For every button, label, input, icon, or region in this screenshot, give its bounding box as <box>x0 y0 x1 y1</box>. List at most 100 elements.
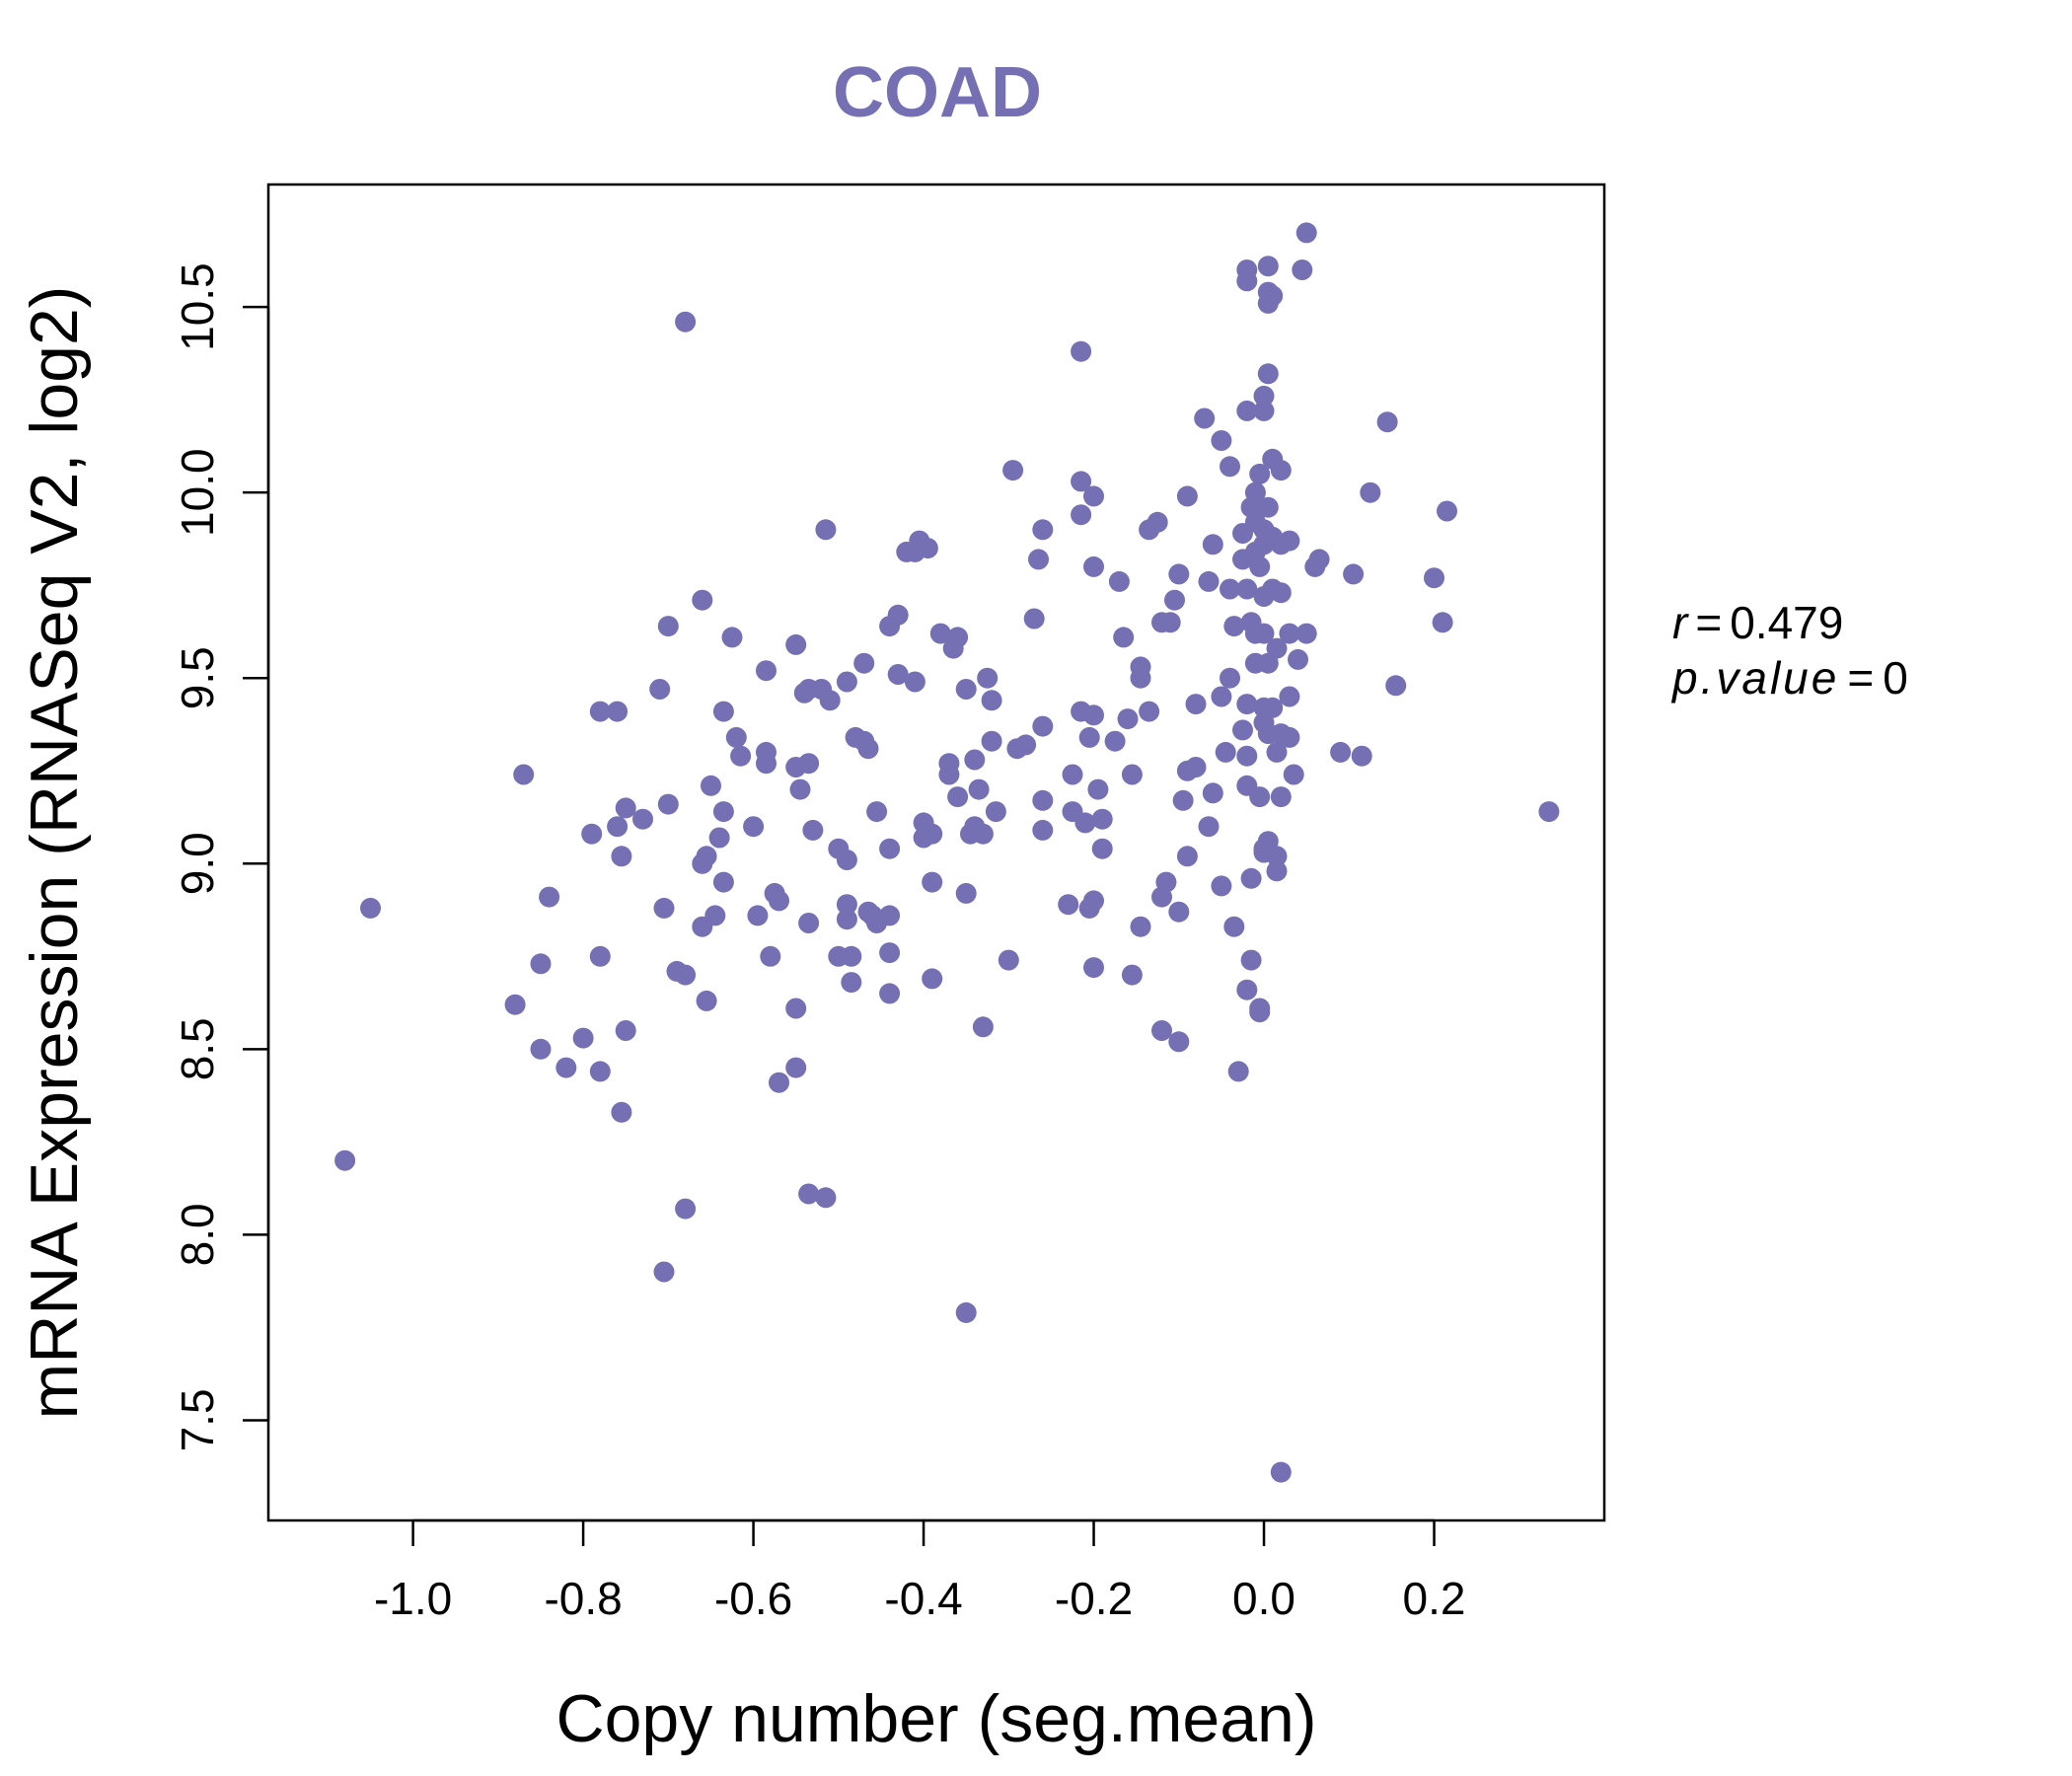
data-point <box>1236 979 1258 1000</box>
data-point <box>1270 1461 1292 1483</box>
data-point <box>1185 694 1207 715</box>
correlation-stat: r = 0.479 <box>1672 597 1843 648</box>
data-point <box>581 823 603 845</box>
data-point <box>1211 430 1232 451</box>
data-point <box>1262 697 1284 718</box>
data-point <box>1266 741 1288 763</box>
data-point <box>675 311 697 333</box>
data-point <box>1376 411 1398 433</box>
data-point <box>701 775 721 796</box>
data-point <box>615 797 636 819</box>
data-point <box>972 823 994 845</box>
data-point <box>1215 741 1236 763</box>
data-point <box>769 1072 789 1093</box>
data-point <box>1266 846 1288 867</box>
data-point <box>836 909 857 930</box>
data-point <box>955 1301 977 1323</box>
chart-title: COAD <box>833 53 1042 132</box>
data-point <box>653 897 675 919</box>
data-point <box>1270 786 1292 808</box>
r-equals: = <box>1695 597 1722 648</box>
data-point <box>1223 616 1245 637</box>
data-point <box>947 627 969 648</box>
data-point <box>836 850 857 870</box>
data-point <box>572 1027 594 1049</box>
data-point <box>879 905 901 926</box>
data-point <box>981 690 1002 711</box>
data-point <box>756 753 777 775</box>
data-point <box>760 945 781 967</box>
data-point <box>1343 563 1365 585</box>
data-point <box>1198 816 1220 838</box>
data-point <box>334 1149 356 1171</box>
data-point <box>1202 782 1223 804</box>
data-point <box>555 1057 577 1078</box>
data-point <box>1279 623 1300 644</box>
data-point <box>1220 667 1240 689</box>
data-point <box>1279 686 1300 707</box>
data-point <box>675 964 697 986</box>
data-point <box>1360 481 1381 503</box>
data-point <box>1257 496 1279 518</box>
data-point <box>879 942 901 964</box>
data-point <box>1104 730 1126 752</box>
data-point <box>589 945 611 967</box>
data-point <box>1240 867 1262 889</box>
data-point <box>917 538 938 559</box>
data-point <box>1220 456 1240 478</box>
data-point <box>1232 719 1253 741</box>
data-point <box>712 701 734 722</box>
data-point <box>1253 623 1275 644</box>
data-point <box>712 801 734 823</box>
data-point <box>798 1183 820 1205</box>
y-tick-label: 8.0 <box>172 1203 223 1266</box>
data-point <box>1172 789 1194 811</box>
data-point <box>929 623 951 644</box>
data-point <box>955 679 977 700</box>
data-point <box>1083 485 1104 507</box>
data-point <box>1424 567 1444 589</box>
data-point <box>815 1187 837 1209</box>
data-point <box>1211 686 1232 707</box>
data-point <box>539 886 560 908</box>
data-point <box>530 953 552 975</box>
y-tick-label: 7.5 <box>172 1388 223 1451</box>
y-tick-label: 8.5 <box>172 1017 223 1080</box>
y-axis: 7.5 8.0 8.5 9.0 9.5 10.0 10.5 <box>172 262 270 1451</box>
data-point <box>1236 270 1258 292</box>
x-tick-label: -0.6 <box>714 1573 792 1624</box>
data-point <box>675 1198 697 1220</box>
data-point <box>696 846 717 867</box>
data-point <box>1257 256 1279 277</box>
data-point <box>785 998 807 1019</box>
data-point <box>1168 901 1190 923</box>
data-point <box>1117 708 1139 730</box>
data-point <box>853 652 875 674</box>
data-point <box>1270 582 1292 604</box>
data-point <box>1028 549 1049 570</box>
data-point <box>1151 1020 1172 1041</box>
data-point <box>712 871 734 893</box>
data-point <box>1270 460 1292 481</box>
data-point <box>1071 471 1092 492</box>
data-point <box>1032 519 1054 541</box>
data-point <box>922 871 943 893</box>
x-axis: -1.0 -0.8 -0.6 -0.4 -0.2 0.0 0.2 <box>374 1518 1465 1624</box>
data-point <box>1236 578 1258 600</box>
data-point <box>815 519 837 541</box>
data-point <box>981 730 1002 752</box>
data-point <box>1279 726 1300 748</box>
data-point <box>756 660 777 682</box>
data-point <box>1130 656 1151 678</box>
r-label: r <box>1672 597 1689 648</box>
data-point <box>607 701 629 722</box>
data-point <box>1032 819 1054 841</box>
data-point <box>1164 589 1185 611</box>
data-point <box>798 913 820 933</box>
data-point <box>904 671 925 693</box>
data-point <box>1083 890 1104 912</box>
data-point <box>836 671 857 693</box>
x-tick-label: -0.4 <box>884 1573 962 1624</box>
data-point <box>1437 500 1457 522</box>
data-point <box>1071 340 1092 362</box>
